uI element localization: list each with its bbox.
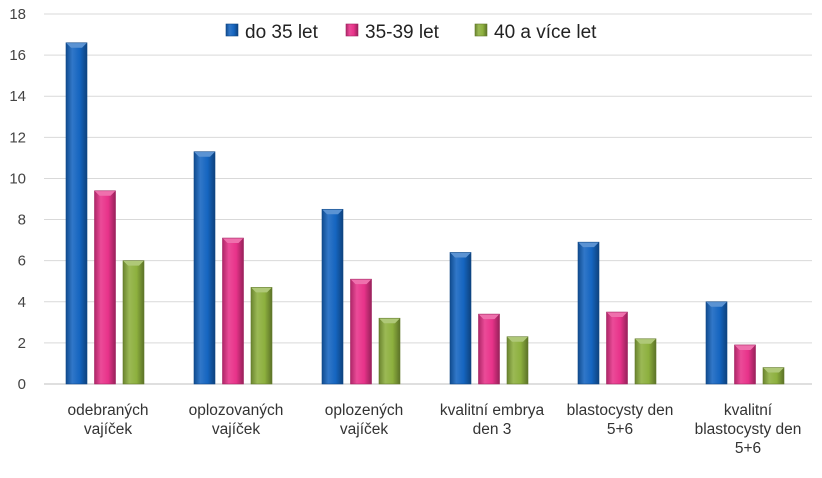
bar-35-39-let-1 <box>222 237 244 385</box>
y-tick-label: 12 <box>9 129 26 146</box>
legend-label: do 35 let <box>245 22 319 43</box>
bar-do-35-let-1 <box>193 151 216 385</box>
bar-do-35-let-2 <box>321 208 344 385</box>
x-axis-category-labels: odebraných vajíček oplozovaných vajíček oplo… <box>67 402 801 457</box>
x-category-label: odebraných vajíček <box>67 402 148 438</box>
y-axis-tick-labels: 0 2 4 6 8 10 12 14 16 18 <box>9 6 26 393</box>
legend: do 35 let 35-39 let 40 a více let <box>225 22 597 43</box>
bar-do-35-let-4 <box>577 241 600 385</box>
y-tick-label: 18 <box>9 6 26 23</box>
x-category-label: blastocysty den 5+6 <box>567 402 674 438</box>
bar-35-39-let-3 <box>478 313 500 385</box>
x-category-label: kvalitní blastocysty den 5+6 <box>695 402 802 457</box>
y-tick-label: 6 <box>18 253 26 270</box>
y-tick-label: 14 <box>9 88 26 105</box>
y-tick-label: 16 <box>9 47 26 64</box>
legend-swatch <box>345 23 359 37</box>
x-category-label: kvalitní embrya den 3 <box>440 402 545 438</box>
bar-35-39-let-0 <box>94 190 116 385</box>
y-tick-label: 10 <box>9 170 26 187</box>
y-tick-label: 2 <box>18 335 26 352</box>
bar-35-39-let-5 <box>734 344 756 385</box>
legend-label: 35-39 let <box>365 22 440 43</box>
legend-label: 40 a více let <box>494 22 597 43</box>
bar-35-39-let-4 <box>606 311 628 385</box>
y-tick-label: 4 <box>18 294 26 311</box>
bar-40-a-více-let-4 <box>634 338 657 385</box>
legend-item-35-39-let: 35-39 let <box>345 22 440 43</box>
legend-swatch <box>474 23 488 37</box>
bar-40-a-více-let-0 <box>122 260 145 385</box>
bar-40-a-více-let-5 <box>762 367 785 385</box>
bars <box>65 42 785 385</box>
y-tick-label: 8 <box>18 212 26 229</box>
bar-40-a-více-let-1 <box>250 287 273 385</box>
gridlines <box>44 13 812 385</box>
x-category-label: oplozovaných vajíček <box>189 402 284 438</box>
bar-40-a-více-let-2 <box>378 317 401 385</box>
bar-35-39-let-2 <box>350 278 372 385</box>
legend-item-40-a-více-let: 40 a více let <box>474 22 597 43</box>
x-category-label: oplozených vajíček <box>325 402 403 438</box>
bar-do-35-let-3 <box>449 252 472 385</box>
legend-swatch <box>225 23 239 37</box>
y-tick-label: 0 <box>18 376 26 393</box>
bar-do-35-let-5 <box>705 301 728 385</box>
legend-item-do-35-let: do 35 let <box>225 22 319 43</box>
bar-40-a-více-let-3 <box>506 336 529 385</box>
bar-do-35-let-0 <box>65 42 88 385</box>
